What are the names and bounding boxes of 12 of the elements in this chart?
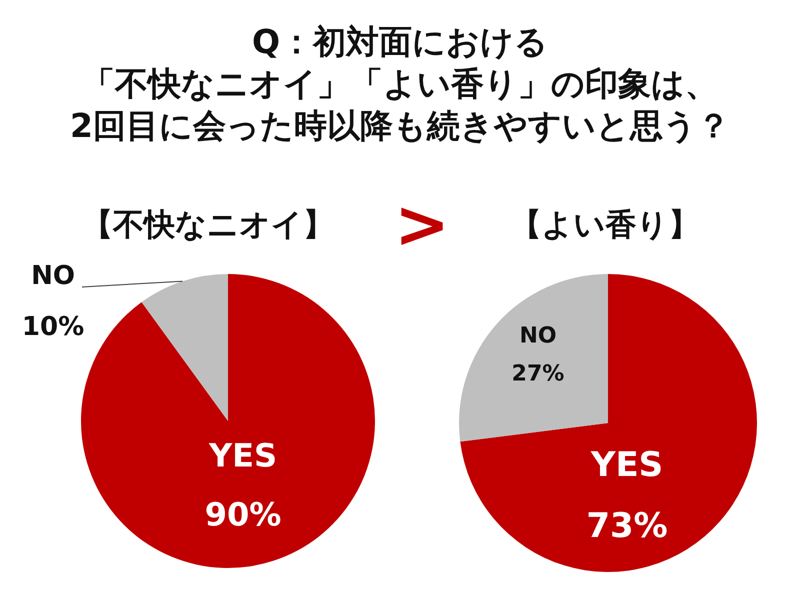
data-label: 73%	[586, 506, 668, 546]
slice-label: NO	[31, 260, 75, 291]
slice-label: YES	[590, 444, 664, 485]
data-label: 90%	[204, 495, 282, 534]
chart-title: Q：初対面における「不快なニオイ」「よい香り」の印象は、2回目に会った時以降も続きやすいと思う？	[69, 21, 731, 147]
slice-label: YES	[208, 436, 278, 474]
data-label: 10%	[22, 312, 84, 342]
slice-label: NO	[519, 324, 557, 349]
text: >	[394, 186, 450, 263]
chart-subtitle: 【不快なニオイ】	[82, 206, 334, 245]
data-label: 27%	[512, 362, 564, 387]
chart-title: 【よい香り】	[510, 206, 700, 245]
